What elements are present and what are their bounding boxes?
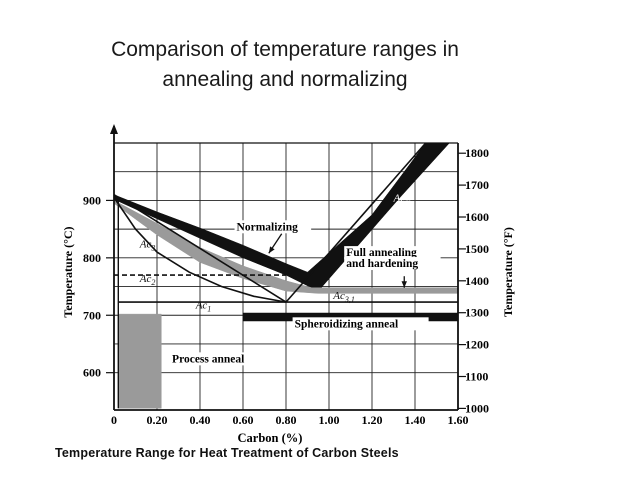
- y-axis-label-right: Temperature (°F): [501, 227, 515, 317]
- line-lower-curve: [113, 197, 287, 303]
- band-process-anneal: [118, 313, 162, 409]
- x-tick-label: 0: [111, 413, 117, 427]
- line-acm: [285, 142, 427, 303]
- x-axis-label: Carbon (%): [238, 431, 303, 445]
- region-label: Spheroidizing anneal: [295, 318, 399, 330]
- y-tick-label-right: 1800: [465, 146, 489, 160]
- line-ac3: [113, 194, 287, 303]
- region-label: Process anneal: [172, 353, 244, 365]
- region-label-bg: [234, 220, 312, 234]
- x-tick-label: 0.40: [190, 413, 211, 427]
- x-tick-label: 1.20: [362, 413, 383, 427]
- region-label-bg: [170, 352, 267, 366]
- x-tick-label: 0.80: [276, 413, 297, 427]
- chart-caption: Temperature Range for Heat Treatment of …: [55, 446, 399, 460]
- full-annealing-arrow-head: [401, 281, 407, 288]
- y-tick-label-right: 1600: [465, 210, 489, 224]
- line-label-ac3: Ac3: [139, 239, 156, 253]
- y-tick-label-left: 600: [83, 366, 101, 380]
- y-tick-label-right: 1400: [465, 274, 489, 288]
- line-label-ac31: Ac3,1: [332, 290, 355, 304]
- axes: [110, 124, 459, 411]
- tick-labels: 0 0.20 0.40 0.60 0.80 1.00 1.20 1.40 1.60 600 700 8…: [83, 146, 489, 427]
- x-tick-label: 1.40: [405, 413, 426, 427]
- slide-title-line-1: Comparison of temperature ranges in: [111, 38, 459, 61]
- region-label-bg: [344, 257, 434, 271]
- y-tick-label-right: 1500: [465, 242, 489, 256]
- x-tick-label: 1.60: [448, 413, 469, 427]
- y-axis-label-left: Temperature (°C): [61, 226, 75, 317]
- y-axis-arrow: [110, 124, 118, 134]
- x-tick-label: 1.00: [319, 413, 340, 427]
- y-tick-label-left: 900: [83, 193, 101, 207]
- region-label-bg: [344, 246, 441, 260]
- y-tick-label-right: 1000: [465, 401, 489, 415]
- y-tick-label-left: 700: [83, 308, 101, 322]
- y-tick-label-right: 1200: [465, 338, 489, 352]
- y-tick-label-right: 1100: [465, 370, 488, 384]
- y-tick-label-right: 1700: [465, 178, 489, 192]
- region-label: Full annealing: [346, 247, 417, 259]
- region-label: Normalizing: [237, 221, 299, 233]
- transformation-lines: [113, 142, 458, 409]
- y-tick-label-right: 1300: [465, 306, 489, 320]
- normalizing-arrow-head: [268, 246, 275, 254]
- region-label-bg: [292, 317, 429, 331]
- x-tick-label: 0.60: [233, 413, 254, 427]
- region-label: and hardening: [346, 258, 418, 270]
- y-tick-label-left: 800: [83, 251, 101, 265]
- x-tick-label: 0.20: [147, 413, 168, 427]
- line-label-ac2: Ac2: [139, 273, 156, 287]
- slide-title-line-2: annealing and normalizing: [162, 68, 408, 91]
- line-label-ac1: Ac1: [195, 299, 212, 313]
- line-label-acm: Acm: [393, 193, 412, 207]
